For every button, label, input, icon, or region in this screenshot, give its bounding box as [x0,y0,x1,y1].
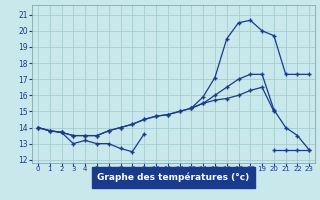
X-axis label: Graphe des températures (°c): Graphe des températures (°c) [98,172,250,182]
